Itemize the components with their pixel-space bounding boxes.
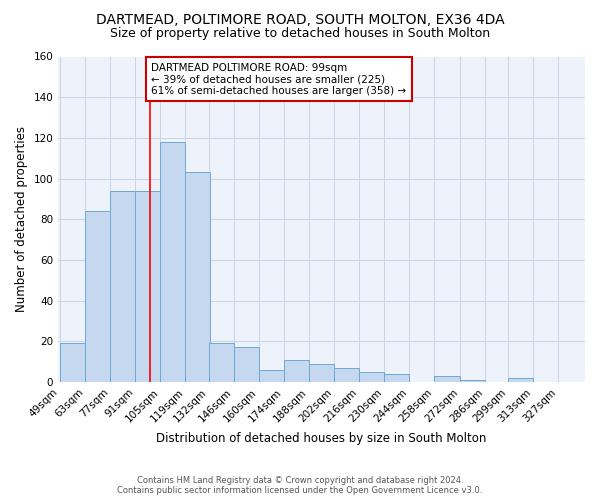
Y-axis label: Number of detached properties: Number of detached properties [15, 126, 28, 312]
Bar [460, 380, 485, 382]
Bar [110, 190, 135, 382]
Text: Size of property relative to detached houses in South Molton: Size of property relative to detached ho… [110, 28, 490, 40]
Bar [234, 348, 259, 382]
X-axis label: Distribution of detached houses by size in South Molton: Distribution of detached houses by size … [157, 432, 487, 445]
Bar [85, 211, 110, 382]
Bar [284, 360, 309, 382]
Bar [60, 344, 85, 382]
Bar [209, 344, 234, 382]
Text: DARTMEAD POLTIMORE ROAD: 99sqm
← 39% of detached houses are smaller (225)
61% of: DARTMEAD POLTIMORE ROAD: 99sqm ← 39% of … [151, 62, 406, 96]
Bar [135, 190, 160, 382]
Text: DARTMEAD, POLTIMORE ROAD, SOUTH MOLTON, EX36 4DA: DARTMEAD, POLTIMORE ROAD, SOUTH MOLTON, … [95, 12, 505, 26]
Bar [185, 172, 211, 382]
Bar [434, 376, 460, 382]
Bar [508, 378, 533, 382]
Bar [359, 372, 385, 382]
Bar [160, 142, 185, 382]
Bar [334, 368, 359, 382]
Text: Contains HM Land Registry data © Crown copyright and database right 2024.
Contai: Contains HM Land Registry data © Crown c… [118, 476, 482, 495]
Bar [385, 374, 409, 382]
Bar [259, 370, 284, 382]
Bar [309, 364, 334, 382]
